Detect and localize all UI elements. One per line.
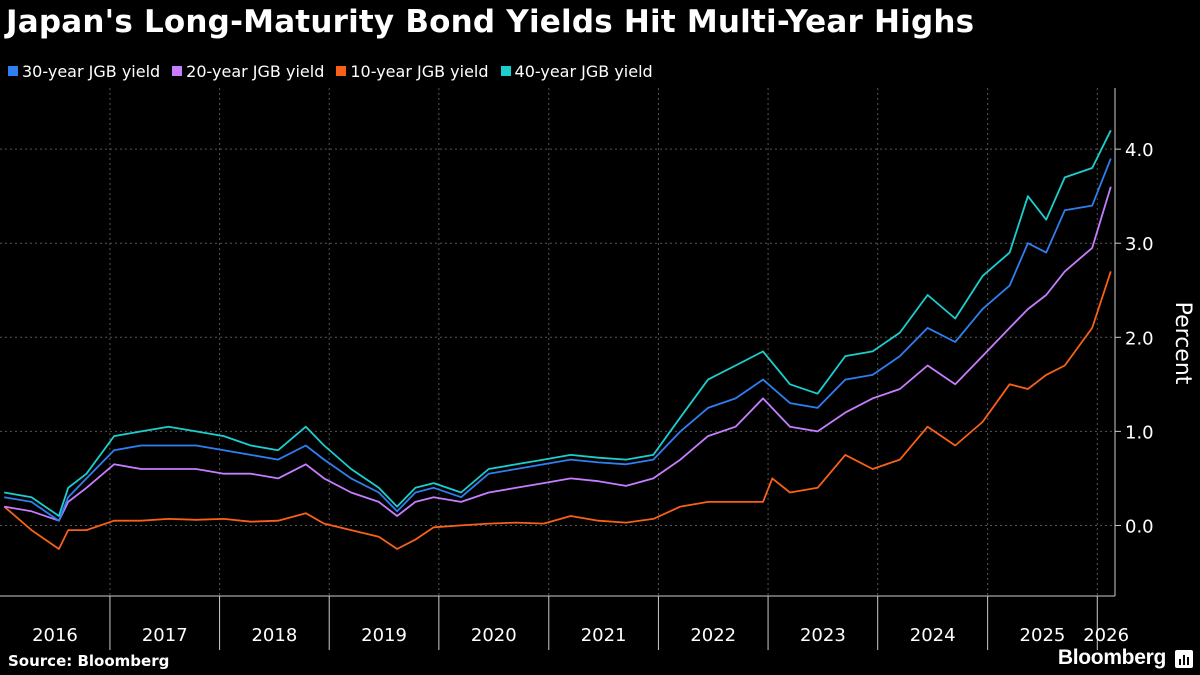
legend-label-30y: 30-year JGB yield — [22, 61, 161, 81]
x-tick-label: 2020 — [471, 625, 517, 646]
axis-layer: 0.0 1.0 2.0 3.0 4.0 2016 2017 2018 2019 2020 2021 2… — [0, 88, 1154, 650]
legend-item-30y: 30-year JGB yield — [8, 62, 160, 81]
y-tick-label: 2.0 — [1125, 328, 1154, 349]
y-tick-label: 3.0 — [1125, 234, 1154, 255]
chart-title: Japan's Long-Maturity Bond Yields Hit Mu… — [6, 4, 975, 40]
legend-item-10y: 10-year JGB yield — [336, 61, 489, 81]
x-tick-label: 2022 — [690, 625, 736, 646]
x-tick-label: 2019 — [361, 625, 407, 646]
legend-label-20y: 20-year JGB yield — [186, 61, 325, 81]
x-tick-label: 2026 — [1083, 625, 1129, 646]
x-tick-label: 2025 — [1020, 625, 1066, 646]
legend-swatch-20y — [172, 66, 183, 76]
legend-swatch-10y — [336, 66, 347, 76]
y-tick-label: 0.0 — [1125, 516, 1154, 537]
series-line-30y — [4, 158, 1112, 522]
series-line-20y — [4, 186, 1112, 522]
series-layer — [3, 129, 1112, 550]
x-tick-label: 2016 — [32, 625, 78, 646]
legend-item-20y: 20-year JGB yield — [172, 62, 324, 81]
x-tick-label: 2018 — [251, 625, 297, 646]
x-tick-label: 2023 — [800, 625, 846, 646]
legend-label-40y: 40-year JGB yield — [514, 61, 653, 81]
x-tick-label: 2024 — [910, 625, 956, 646]
chart-legend: 30-year JGB yield 20-year JGB yield 10-y… — [8, 61, 665, 81]
legend-item-40y: 40-year JGB yield — [500, 61, 653, 81]
x-tick-label: 2021 — [581, 625, 627, 646]
bloomberg-chart-icon — [1175, 650, 1193, 668]
series-line-10y — [3, 271, 1112, 550]
series-line-40y — [4, 129, 1112, 517]
legend-swatch-40y — [500, 66, 511, 76]
legend-swatch-30y — [8, 66, 18, 76]
y-tick-label: 1.0 — [1125, 422, 1154, 443]
y-tick-label: 4.0 — [1125, 140, 1154, 161]
bloomberg-logo: Bloomberg — [1057, 646, 1166, 669]
legend-label-10y: 10-year JGB yield — [350, 61, 489, 81]
grid-layer — [0, 88, 1115, 596]
x-tick-label: 2017 — [142, 625, 188, 646]
y-axis-label: Percent — [1170, 302, 1195, 385]
source-note: Source: Bloomberg — [8, 652, 170, 670]
